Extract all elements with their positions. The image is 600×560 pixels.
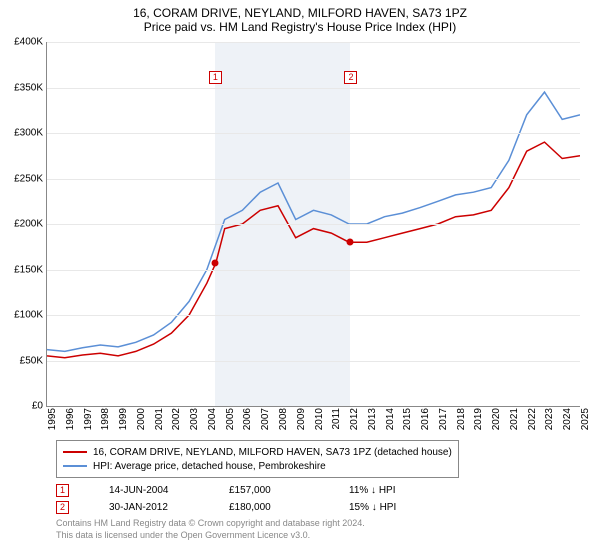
gridline — [47, 224, 580, 225]
x-axis-label: 2015 — [402, 408, 413, 430]
x-axis-label: 2019 — [473, 408, 484, 430]
x-axis-label: 2009 — [296, 408, 307, 430]
legend-item: 16, CORAM DRIVE, NEYLAND, MILFORD HAVEN,… — [63, 445, 452, 459]
x-axis-label: 2024 — [562, 408, 573, 430]
gridline — [47, 179, 580, 180]
gridline — [47, 361, 580, 362]
x-axis-label: 2004 — [207, 408, 218, 430]
x-axis-label: 1995 — [47, 408, 58, 430]
x-axis-label: 2021 — [509, 408, 520, 430]
marker-box: 1 — [209, 71, 222, 84]
x-axis-label: 2016 — [420, 408, 431, 430]
legend-swatch — [63, 465, 87, 467]
sale-price: £157,000 — [229, 485, 309, 496]
x-axis-label: 2002 — [171, 408, 182, 430]
x-axis-label: 2018 — [456, 408, 467, 430]
chart-title: 16, CORAM DRIVE, NEYLAND, MILFORD HAVEN,… — [10, 6, 590, 20]
x-axis-label: 2011 — [331, 408, 342, 430]
gridline — [47, 133, 580, 134]
x-axis-label: 2025 — [580, 408, 591, 430]
attribution: Contains HM Land Registry data © Crown c… — [56, 518, 590, 541]
x-axis-label: 2013 — [367, 408, 378, 430]
y-axis-label: £150K — [14, 264, 43, 275]
sale-delta: 15% ↓ HPI — [349, 502, 429, 513]
x-axis-label: 2008 — [278, 408, 289, 430]
x-axis-label: 1998 — [100, 408, 111, 430]
y-axis-label: £300K — [14, 128, 43, 139]
plot-region: £0£50K£100K£150K£200K£250K£300K£350K£400… — [46, 42, 580, 407]
x-axis-label: 2022 — [527, 408, 538, 430]
sales-table: 1 14-JUN-2004 £157,000 11% ↓ HPI 2 30-JAN-201… — [56, 484, 590, 514]
gridline — [47, 315, 580, 316]
y-axis-label: £200K — [14, 219, 43, 230]
x-axis-label: 1999 — [118, 408, 129, 430]
marker-dot — [211, 260, 218, 267]
x-axis-label: 2023 — [544, 408, 555, 430]
y-axis-label: £400K — [14, 37, 43, 48]
x-axis-label: 1996 — [65, 408, 76, 430]
x-axis-label: 2001 — [154, 408, 165, 430]
y-axis-label: £100K — [14, 310, 43, 321]
sale-marker: 2 — [56, 501, 69, 514]
sale-row: 2 30-JAN-2012 £180,000 15% ↓ HPI — [56, 501, 590, 514]
y-axis-label: £350K — [14, 82, 43, 93]
x-axis-label: 2003 — [189, 408, 200, 430]
sale-price: £180,000 — [229, 502, 309, 513]
legend-swatch — [63, 451, 87, 453]
gridline — [47, 270, 580, 271]
marker-dot — [347, 239, 354, 246]
chart-subtitle: Price paid vs. HM Land Registry's House … — [10, 20, 590, 34]
y-axis-label: £250K — [14, 173, 43, 184]
sale-delta: 11% ↓ HPI — [349, 485, 429, 496]
x-axis-label: 2017 — [438, 408, 449, 430]
x-axis-label: 2012 — [349, 408, 360, 430]
attribution-line: This data is licensed under the Open Gov… — [56, 530, 590, 542]
y-axis-label: £0 — [32, 401, 43, 412]
chart-area: £0£50K£100K£150K£200K£250K£300K£350K£400… — [46, 42, 580, 432]
series-hpi — [47, 92, 580, 351]
sale-row: 1 14-JUN-2004 £157,000 11% ↓ HPI — [56, 484, 590, 497]
gridline — [47, 88, 580, 89]
legend-item: HPI: Average price, detached house, Pemb… — [63, 459, 452, 473]
x-axis-label: 2020 — [491, 408, 502, 430]
x-axis-label: 2000 — [136, 408, 147, 430]
x-axis-label: 2007 — [260, 408, 271, 430]
x-axis-label: 2006 — [242, 408, 253, 430]
x-axis-label: 2014 — [385, 408, 396, 430]
x-axis-label: 1997 — [83, 408, 94, 430]
x-axis-label: 2005 — [225, 408, 236, 430]
attribution-line: Contains HM Land Registry data © Crown c… — [56, 518, 590, 530]
legend-label: 16, CORAM DRIVE, NEYLAND, MILFORD HAVEN,… — [93, 447, 452, 458]
legend: 16, CORAM DRIVE, NEYLAND, MILFORD HAVEN,… — [56, 440, 459, 478]
legend-label: HPI: Average price, detached house, Pemb… — [93, 461, 326, 472]
marker-box: 2 — [344, 71, 357, 84]
sale-marker: 1 — [56, 484, 69, 497]
x-axis-label: 2010 — [314, 408, 325, 430]
y-axis-label: £50K — [20, 355, 43, 366]
gridline — [47, 42, 580, 43]
sale-date: 30-JAN-2012 — [109, 502, 189, 513]
sale-date: 14-JUN-2004 — [109, 485, 189, 496]
